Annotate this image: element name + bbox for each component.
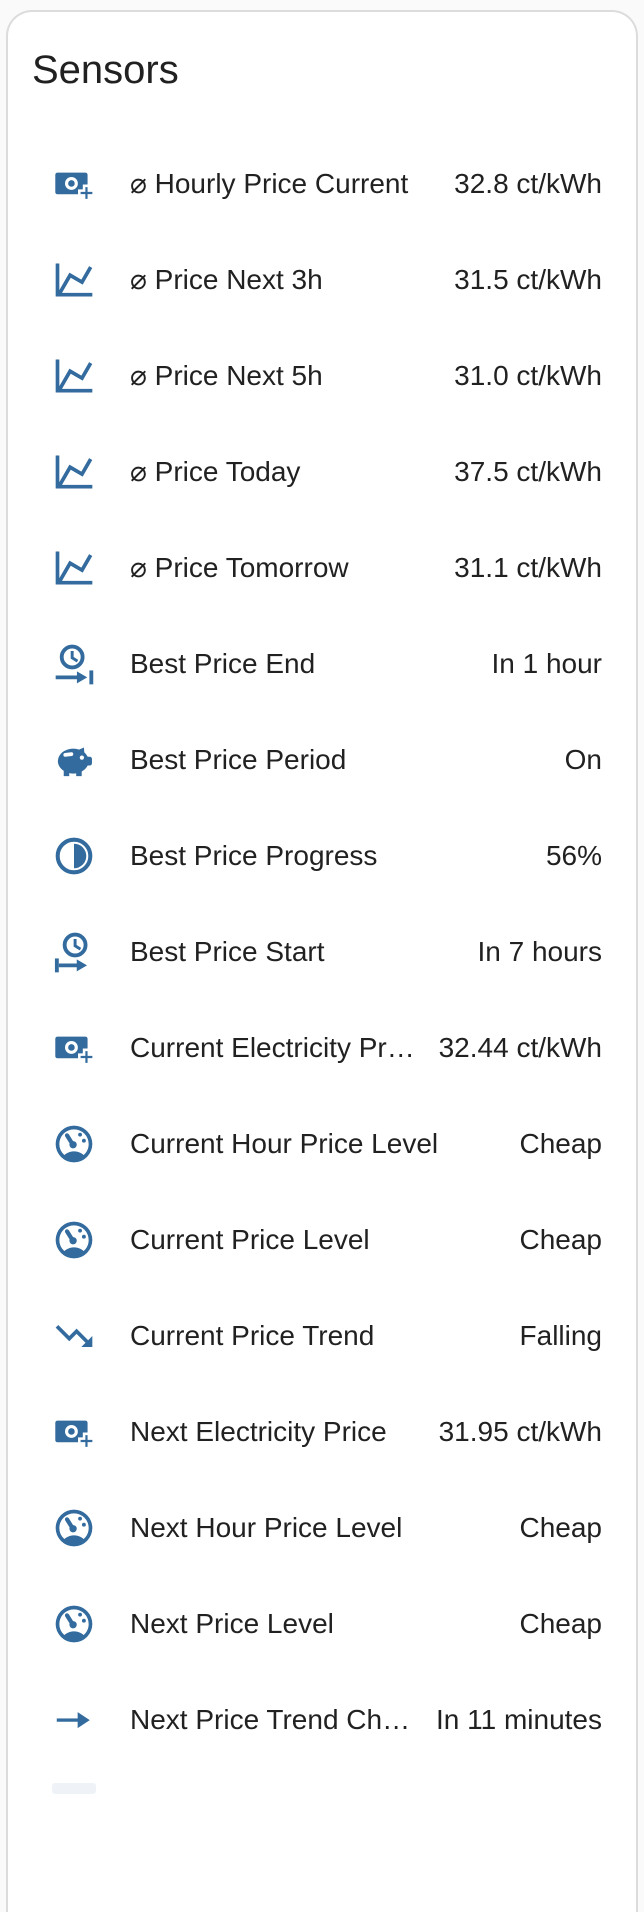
piggy-bank-icon	[52, 738, 96, 782]
page: { "page": { "background_color": "#fafafa…	[6, 10, 638, 1912]
sensor-row[interactable]: Best Price Progress 56%	[8, 808, 636, 904]
sensor-value: Cheap	[519, 1608, 602, 1639]
sensor-value: 31.1 ct/kWh	[454, 552, 602, 583]
sensor-name: ⌀ Hourly Price Current	[130, 168, 409, 199]
sensor-value: Cheap	[519, 1512, 602, 1543]
cash-plus-icon	[52, 1410, 96, 1454]
chart-line-icon	[52, 258, 96, 302]
sensors-card: Sensors ⌀ Hourly Price Current 32.8 ct/k…	[6, 10, 638, 1912]
circle-half-full-icon	[52, 834, 96, 878]
sensor-row[interactable]: ⌀ Price Next 3h 31.5 ct/kWh	[8, 232, 636, 328]
sensor-row[interactable]: ⌀ Price Next 5h 31.0 ct/kWh	[8, 328, 636, 424]
card-header: Sensors	[8, 12, 636, 98]
sensor-value: Falling	[519, 1320, 602, 1351]
sensor-name: Best Price Start	[130, 936, 325, 967]
sensor-value: In 11 minutes	[435, 1704, 602, 1735]
chart-line-icon	[52, 354, 96, 398]
sensor-row[interactable]: Current Price Level Cheap	[8, 1192, 636, 1288]
gauge-icon	[52, 1602, 96, 1646]
sensor-name: Next Price Level	[130, 1608, 334, 1639]
sensor-name: Best Price End	[130, 648, 316, 679]
sensor-value: Cheap	[519, 1224, 602, 1255]
sensor-row[interactable]: Current Price Trend Falling	[8, 1288, 636, 1384]
sensor-row[interactable]: Next Electricity Price 31.95 ct/kWh	[8, 1384, 636, 1480]
sensor-name: Next Hour Price Level	[130, 1512, 403, 1543]
sensor-value: 32.44 ct/kWh	[438, 1032, 602, 1063]
sensor-value: In 1 hour	[491, 648, 602, 679]
sensor-value: 56%	[545, 840, 602, 871]
cash-plus-icon	[52, 162, 96, 206]
sensor-row[interactable]: Best Price End In 1 hour	[8, 616, 636, 712]
sensor-name: ⌀ Price Next 5h	[130, 360, 323, 391]
sensor-value: 37.5 ct/kWh	[454, 456, 602, 487]
sensor-name: ⌀ Price Next 3h	[130, 264, 323, 295]
sensor-row[interactable]: Next Hour Price Level Cheap	[8, 1480, 636, 1576]
sensor-row[interactable]: ⌀ Price Today 37.5 ct/kWh	[8, 424, 636, 520]
sensor-value: 32.8 ct/kWh	[454, 168, 602, 199]
chart-line-icon	[52, 546, 96, 590]
sensor-value: In 7 hours	[477, 936, 602, 967]
page-title: Sensors	[32, 48, 179, 92]
sensor-name: Current Electricity Price	[130, 1032, 421, 1063]
sensor-name: Next Price Trend Change	[130, 1704, 418, 1735]
sensor-row[interactable]: Best Price Start In 7 hours	[8, 904, 636, 1000]
sensor-row[interactable]: Next Price Level Cheap	[8, 1576, 636, 1672]
sensor-name: Next Electricity Price	[130, 1416, 387, 1447]
sensor-list: ⌀ Hourly Price Current 32.8 ct/kWh ⌀ Pri…	[8, 136, 636, 1768]
sensor-name: ⌀ Price Tomorrow	[130, 552, 349, 583]
sensor-value: 31.5 ct/kWh	[454, 264, 602, 295]
sensor-name: Current Hour Price Level	[130, 1128, 439, 1159]
sensor-value: 31.95 ct/kWh	[438, 1416, 602, 1447]
sensor-name: Best Price Progress	[130, 840, 378, 871]
clock-end-icon	[52, 642, 96, 686]
gauge-icon	[52, 1506, 96, 1550]
sensor-row[interactable]: ⌀ Price Tomorrow 31.1 ct/kWh	[8, 520, 636, 616]
sensor-value: 31.0 ct/kWh	[454, 360, 602, 391]
sensor-name: Best Price Period	[130, 744, 347, 775]
gauge-icon	[52, 1218, 96, 1262]
clock-start-icon	[52, 930, 96, 974]
sensor-name: Current Price Trend	[130, 1320, 375, 1351]
arrow-right-icon	[52, 1698, 96, 1742]
sensor-name: ⌀ Price Today	[130, 456, 301, 487]
sensor-row[interactable]: Current Electricity Price 32.44 ct/kWh	[8, 1000, 636, 1096]
trending-down-icon	[52, 1314, 96, 1358]
sensor-row[interactable]: Current Hour Price Level Cheap	[8, 1096, 636, 1192]
chart-line-icon	[52, 450, 96, 494]
gauge-icon	[52, 1122, 96, 1166]
cash-plus-icon	[52, 1026, 96, 1070]
partial-next-row-icon	[52, 1783, 96, 1794]
sensor-value: Cheap	[519, 1128, 602, 1159]
sensor-row[interactable]: Best Price Period On	[8, 712, 636, 808]
sensor-value: On	[564, 744, 602, 775]
sensor-name: Current Price Level	[130, 1224, 370, 1255]
sensor-row[interactable]: ⌀ Hourly Price Current 32.8 ct/kWh	[8, 136, 636, 232]
sensor-row[interactable]: Next Price Trend Change In 11 minutes	[8, 1672, 636, 1768]
